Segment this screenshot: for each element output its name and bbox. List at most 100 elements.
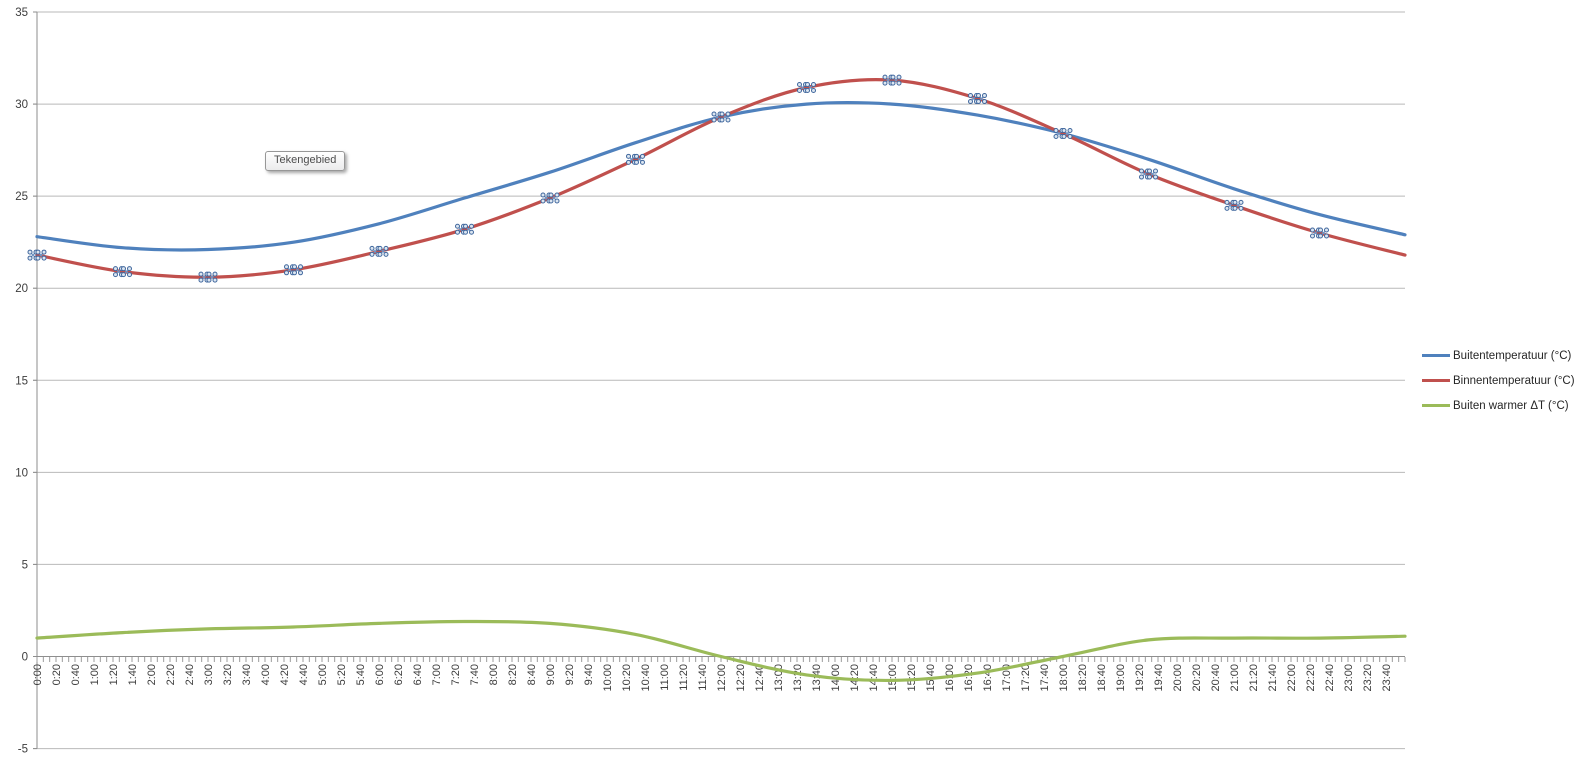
data-point-marker[interactable] xyxy=(626,153,645,165)
x-tick-label: 11:40 xyxy=(697,664,709,691)
data-point-marker[interactable] xyxy=(369,245,389,257)
data-point-marker[interactable] xyxy=(113,266,132,278)
legend-item-binnentemperatuur[interactable]: Binnentemperatuur (°C) xyxy=(1422,368,1575,393)
x-tick-label: 1:20 xyxy=(108,664,120,685)
x-tick-label: 2:40 xyxy=(184,664,196,685)
x-tick-label: 18:40 xyxy=(1096,664,1108,692)
x-tick-label: 17:00 xyxy=(1001,664,1013,692)
data-point-marker[interactable] xyxy=(968,93,987,105)
x-tick-label: 21:40 xyxy=(1267,664,1279,692)
x-tick-label: 9:40 xyxy=(583,664,595,685)
x-tick-label: 5:00 xyxy=(317,664,329,685)
x-tick-label: 20:40 xyxy=(1210,664,1222,692)
buiten-warmer-dt-line[interactable] xyxy=(35,619,1407,683)
y-tick-label: 25 xyxy=(15,191,28,203)
x-tick-label: 4:00 xyxy=(260,664,272,685)
legend: Buitentemperatuur (°C) Binnentemperatuur… xyxy=(1422,343,1575,418)
x-tick-label: 2:00 xyxy=(146,664,158,685)
x-tick-label: 12:40 xyxy=(754,664,766,692)
x-axis[interactable]: 0:00 0:20 0:40 1:00 1:20 1:40 2:00 2:20 2:40 3:00… xyxy=(32,657,1406,692)
x-tick-label: 11:00 xyxy=(659,664,671,691)
x-tick-label: 22:40 xyxy=(1324,664,1336,692)
x-tick-label: 19:40 xyxy=(1153,664,1165,692)
data-point-marker[interactable] xyxy=(711,111,731,123)
data-point-marker[interactable] xyxy=(882,74,902,86)
x-tick-label: 12:00 xyxy=(716,664,728,692)
legend-swatch-binnentemperatuur xyxy=(1422,379,1450,382)
data-point-marker[interactable] xyxy=(1053,128,1073,140)
y-tick-label: 10 xyxy=(15,467,28,479)
x-tick-label: 20:00 xyxy=(1172,664,1184,692)
x-tick-label: 16:40 xyxy=(982,664,994,692)
x-tick-label: 8:00 xyxy=(488,664,500,685)
x-tick-label: 11:20 xyxy=(678,664,690,691)
legend-label: Buitentemperatuur (°C) xyxy=(1453,349,1572,362)
x-tick-label: 3:40 xyxy=(241,664,253,685)
x-tick-label: 8:20 xyxy=(507,664,519,685)
x-tick-label: 2:20 xyxy=(165,664,177,685)
x-tick-label: 6:00 xyxy=(374,664,386,685)
x-tick-label: 1:00 xyxy=(89,664,101,685)
x-tick-label: 16:20 xyxy=(963,664,975,692)
x-tick-label: 14:40 xyxy=(868,664,880,692)
x-tick-label: 20:20 xyxy=(1191,664,1203,692)
data-point-marker[interactable] xyxy=(1224,199,1244,211)
x-tick-label: 22:00 xyxy=(1286,664,1298,692)
x-tick-label: 9:20 xyxy=(564,664,576,685)
x-tick-label: 19:00 xyxy=(1115,664,1127,692)
data-point-marker[interactable] xyxy=(455,223,474,235)
legend-label: Buiten warmer ΔT (°C) xyxy=(1453,399,1569,412)
data-point-marker[interactable] xyxy=(284,264,303,276)
x-tick-label: 18:20 xyxy=(1077,664,1089,692)
x-tick-label: 13:20 xyxy=(792,664,804,692)
data-point-marker[interactable] xyxy=(1310,227,1329,239)
x-tick-label: 23:00 xyxy=(1343,664,1355,692)
x-tick-label: 7:40 xyxy=(469,664,481,685)
plot-area[interactable] xyxy=(37,12,1405,657)
x-tick-label: 8:40 xyxy=(526,664,538,685)
x-tick-label: 9:00 xyxy=(545,664,557,685)
x-tick-label: 14:20 xyxy=(849,664,861,692)
legend-swatch-buiten-warmer-dt xyxy=(1422,404,1450,407)
data-point-marker[interactable] xyxy=(1139,168,1158,180)
x-tick-label: 17:40 xyxy=(1039,664,1051,692)
x-tick-label: 0:20 xyxy=(51,664,63,685)
x-tick-label: 19:20 xyxy=(1134,664,1146,692)
x-tick-label: 1:40 xyxy=(127,664,139,685)
x-tick-label: 21:20 xyxy=(1248,664,1260,692)
x-tick-label: 10:40 xyxy=(640,664,652,692)
y-tick-label: 20 xyxy=(15,283,28,295)
x-tick-label: 23:40 xyxy=(1381,664,1393,692)
x-tick-label: 7:20 xyxy=(450,664,462,685)
x-tick-label: 6:40 xyxy=(412,664,424,685)
x-tick-label: 10:00 xyxy=(602,664,614,692)
x-tick-label: 7:00 xyxy=(431,664,443,685)
legend-label: Binnentemperatuur (°C) xyxy=(1453,374,1575,387)
plot-area-tooltip: Tekengebied xyxy=(265,151,346,171)
x-tick-label: 4:20 xyxy=(279,664,291,685)
x-tick-label: 0:00 xyxy=(32,664,44,685)
x-tick-label: 17:20 xyxy=(1020,664,1032,692)
x-tick-label: 22:20 xyxy=(1305,664,1317,692)
x-tick-label: 0:40 xyxy=(70,664,82,685)
legend-item-buiten-warmer-dt[interactable]: Buiten warmer ΔT (°C) xyxy=(1422,393,1575,418)
data-point-marker[interactable] xyxy=(27,249,47,261)
x-tick-label: 3:20 xyxy=(222,664,234,685)
x-tick-label: 5:40 xyxy=(355,664,367,685)
binnentemperatuur-line[interactable] xyxy=(35,77,1407,279)
data-point-marker[interactable] xyxy=(797,81,816,93)
legend-item-buitentemperatuur[interactable]: Buitentemperatuur (°C) xyxy=(1422,343,1575,368)
data-point-marker[interactable] xyxy=(198,271,218,283)
y-tick-label: 30 xyxy=(15,99,28,111)
x-tick-label: 10:20 xyxy=(621,664,633,692)
data-point-marker[interactable] xyxy=(540,192,560,204)
y-axis[interactable]: 35 30 25 20 15 10 5 0 -5 xyxy=(15,7,38,756)
x-tick-label: 23:20 xyxy=(1362,664,1374,692)
gridlines xyxy=(33,11,1405,750)
y-tick-label: 0 xyxy=(22,652,28,664)
x-tick-label: 15:20 xyxy=(906,664,918,692)
binnentemperatuur-markers[interactable] xyxy=(27,74,1329,283)
x-tick-label: 15:00 xyxy=(887,664,899,692)
